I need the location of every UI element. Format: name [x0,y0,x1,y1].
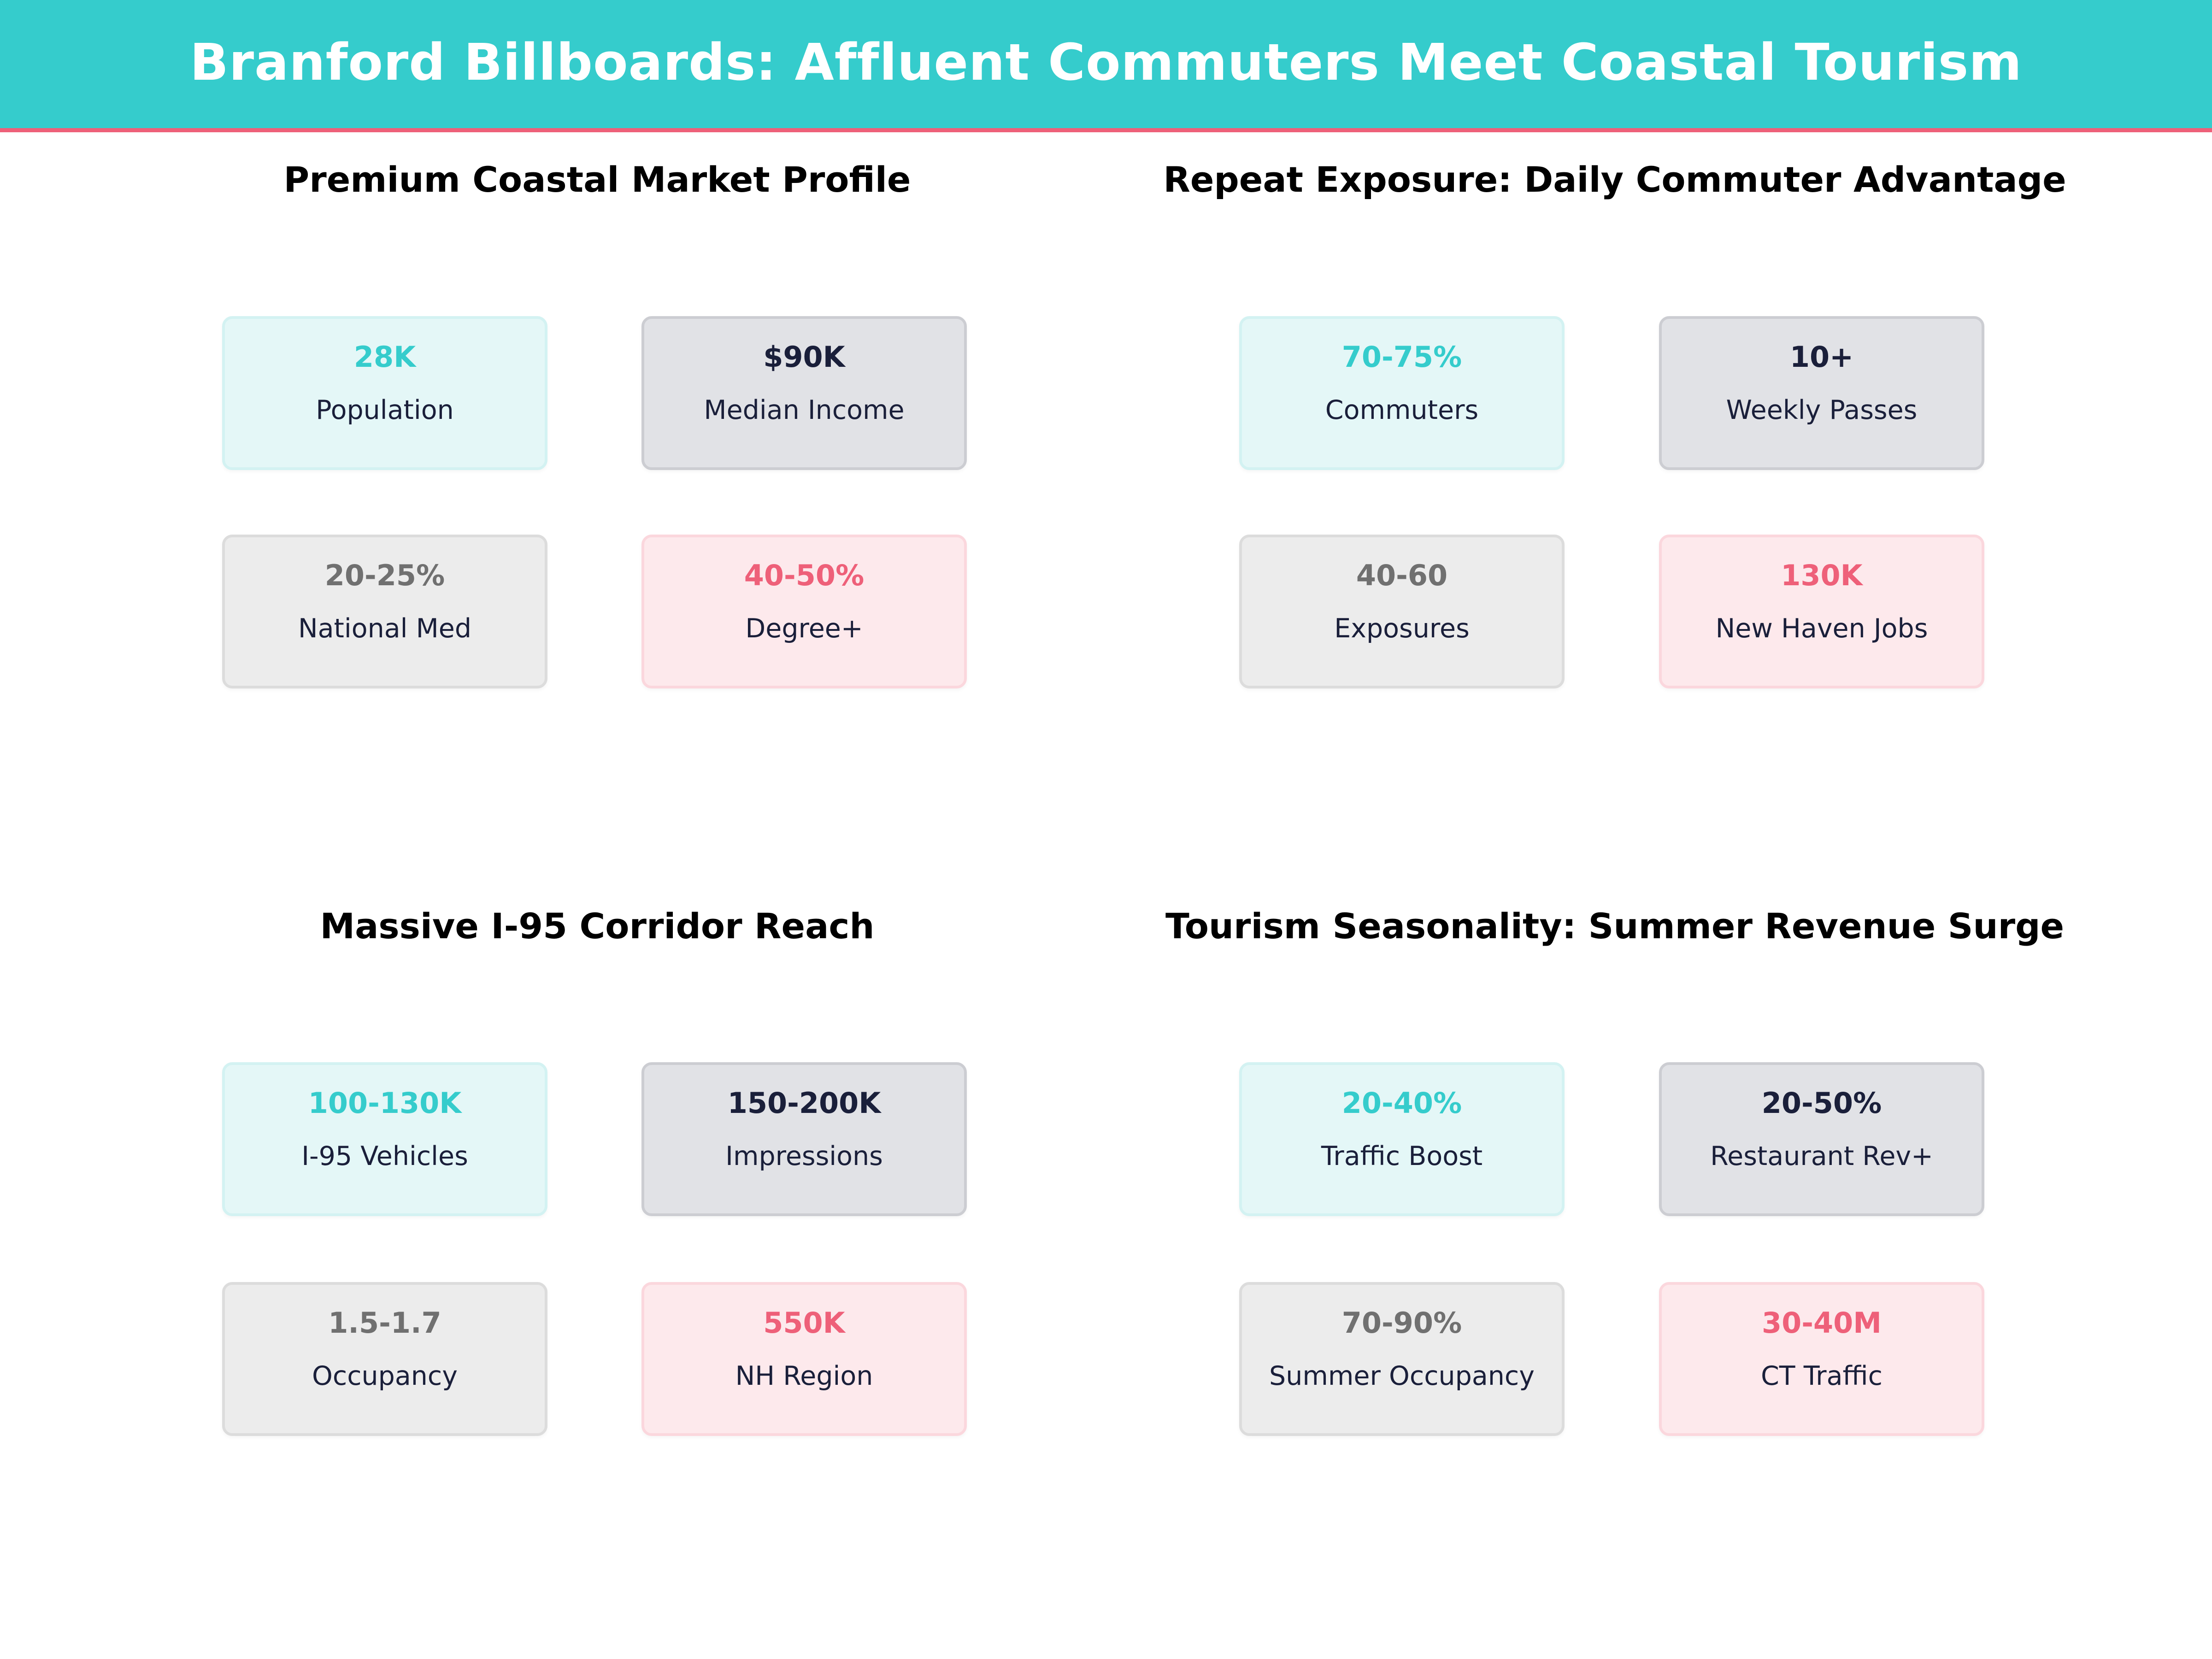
stat-label: Traffic Boost [1321,1141,1483,1171]
stat-card: 70-90% Summer Occupancy [1239,1282,1565,1436]
stat-card: 10+ Weekly Passes [1659,316,1984,470]
stat-value: 30-40M [1762,1306,1882,1340]
stat-card: 20-25% National Med [222,535,547,688]
stat-value: 550K [763,1306,845,1340]
panel-title-market-profile: Premium Coastal Market Profile [283,159,911,200]
stat-label: Degree+ [745,613,863,644]
stat-value: 70-90% [1341,1306,1462,1340]
stat-label: Median Income [704,395,905,425]
stat-label: Commuters [1325,395,1479,425]
stat-value: 20-50% [1761,1086,1882,1120]
stat-label: CT Traffic [1761,1361,1883,1391]
stat-value: 20-40% [1341,1086,1462,1120]
stat-card: 28K Population [222,316,547,470]
stat-card: 130K New Haven Jobs [1659,535,1984,688]
panel-title-repeat-exposure: Repeat Exposure: Daily Commuter Advantag… [1163,159,2066,200]
stat-card: 40-50% Degree+ [641,535,967,688]
stat-value: 40-60 [1356,559,1448,592]
stat-card: 40-60 Exposures [1239,535,1565,688]
stat-value: 1.5-1.7 [328,1306,441,1340]
stat-label: Population [316,395,454,425]
header-accent-stripe [0,128,2212,132]
stat-value: 150-200K [727,1086,881,1120]
page-header: Branford Billboards: Affluent Commuters … [0,0,2212,128]
stat-card: 20-50% Restaurant Rev+ [1659,1062,1984,1216]
stat-card: 550K NH Region [641,1282,967,1436]
stat-card: 100-130K I-95 Vehicles [222,1062,547,1216]
stat-card: $90K Median Income [641,316,967,470]
stat-label: National Med [298,613,472,644]
stat-value: 10+ [1789,340,1854,374]
stat-label: Exposures [1334,613,1470,644]
stat-label: New Haven Jobs [1715,613,1928,644]
stat-label: Summer Occupancy [1269,1361,1535,1391]
stat-card: 20-40% Traffic Boost [1239,1062,1565,1216]
page-title: Branford Billboards: Affluent Commuters … [189,33,2022,92]
stat-value: 100-130K [308,1086,462,1120]
stat-label: NH Region [735,1361,873,1391]
stat-card: 30-40M CT Traffic [1659,1282,1984,1436]
stat-card: 70-75% Commuters [1239,316,1565,470]
stat-label: Occupancy [312,1361,458,1391]
stat-value: 28K [353,340,416,374]
stat-value: 70-75% [1341,340,1462,374]
stat-value: 20-25% [324,559,445,592]
stat-label: Impressions [725,1141,883,1171]
stat-label: Restaurant Rev+ [1710,1141,1933,1171]
panel-title-tourism-seasonality: Tourism Seasonality: Summer Revenue Surg… [1165,906,2065,947]
stat-label: I-95 Vehicles [301,1141,468,1171]
stat-value: 130K [1781,559,1863,592]
stat-card: 150-200K Impressions [641,1062,967,1216]
stat-value: $90K [763,340,845,374]
stat-value: 40-50% [744,559,865,592]
panel-title-corridor-reach: Massive I-95 Corridor Reach [320,906,875,947]
stat-label: Weekly Passes [1726,395,1918,425]
stat-card: 1.5-1.7 Occupancy [222,1282,547,1436]
